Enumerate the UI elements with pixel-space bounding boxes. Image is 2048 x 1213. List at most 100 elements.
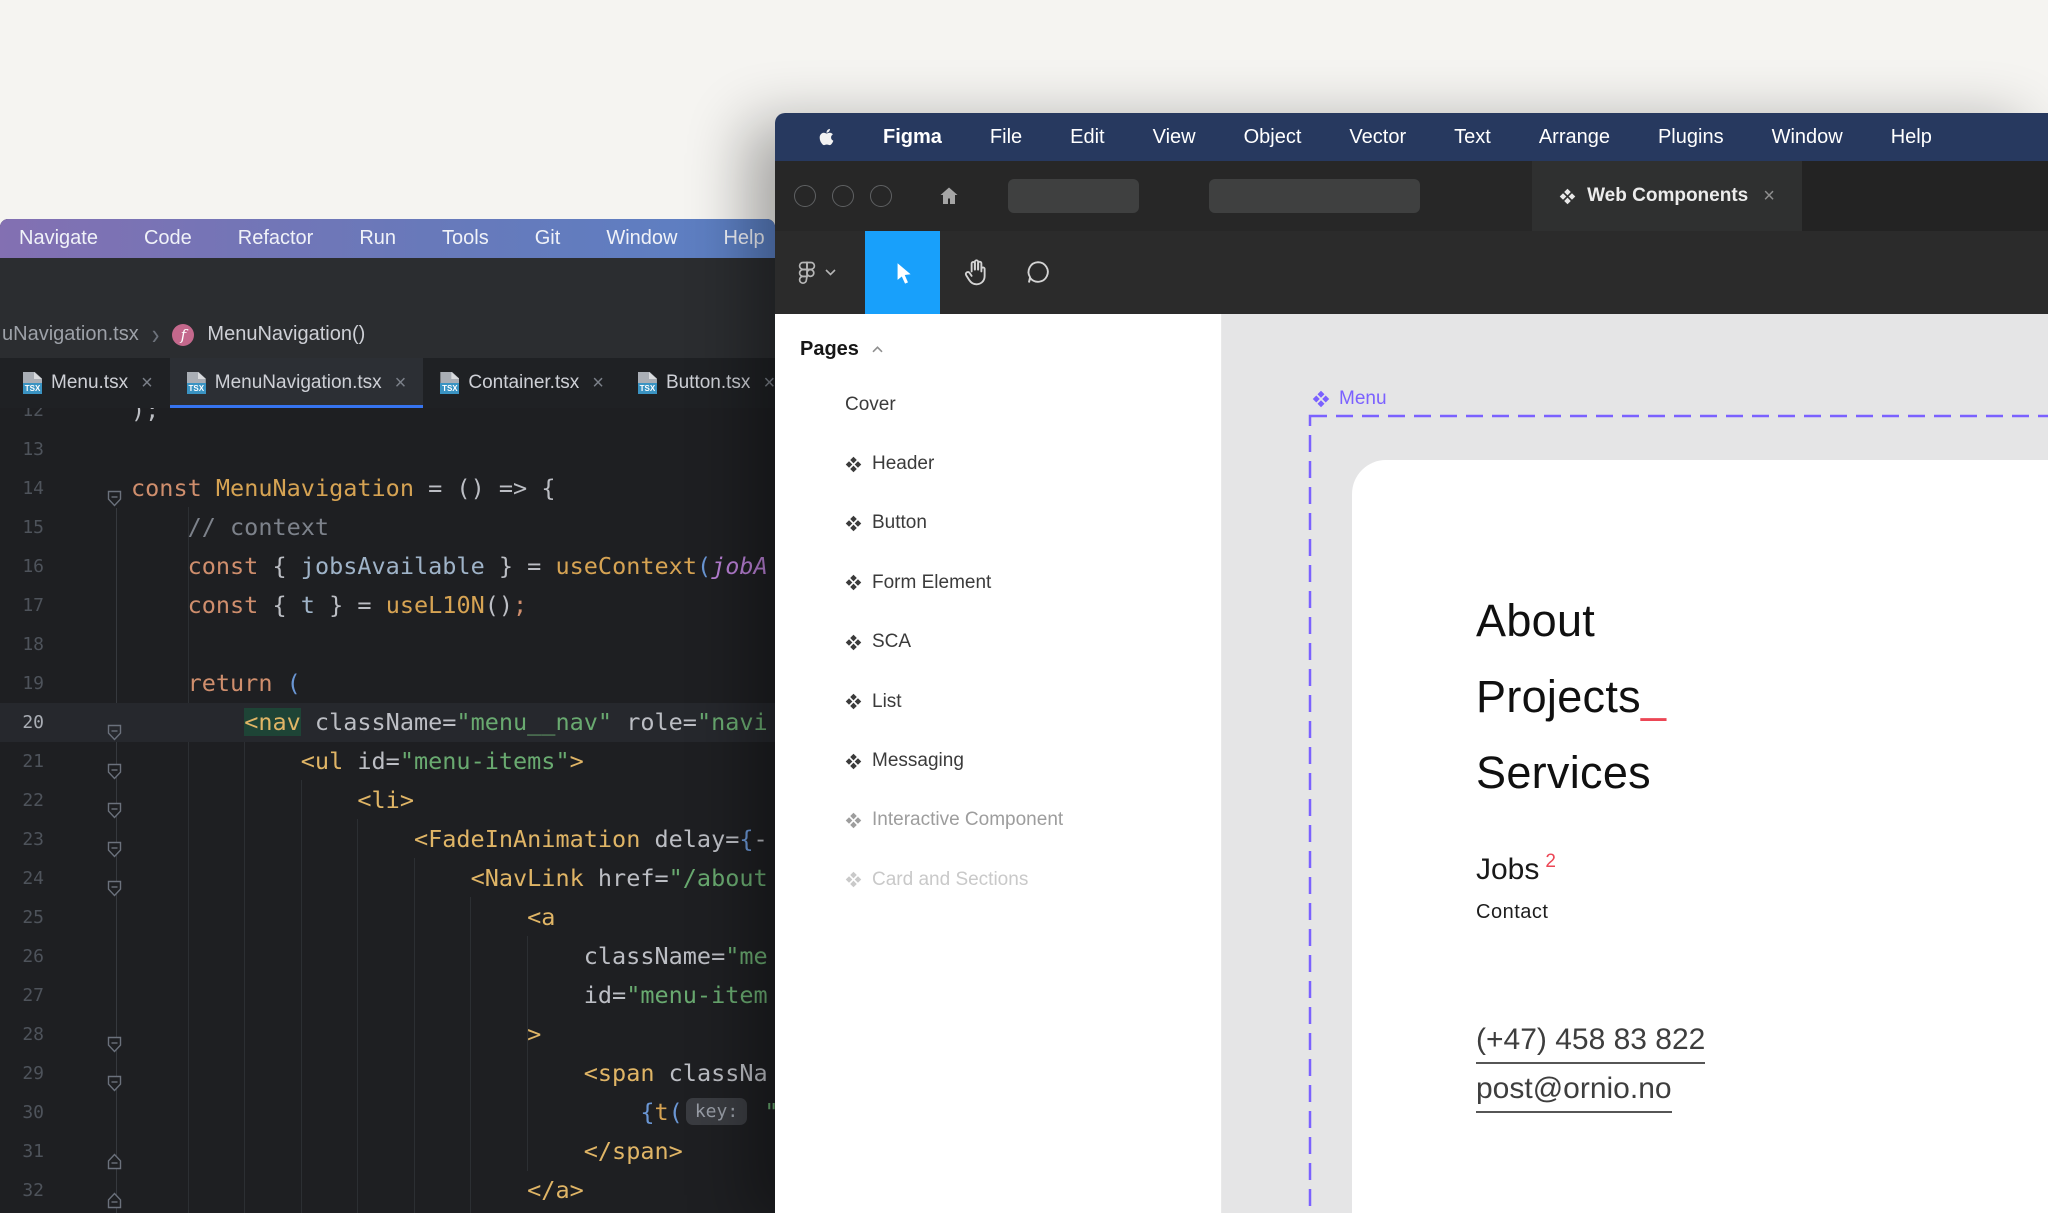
page-item-card-and-sections[interactable]: Card and Sections bbox=[775, 850, 1221, 909]
home-icon[interactable] bbox=[937, 184, 961, 208]
ide-menu-window[interactable]: Window bbox=[606, 227, 678, 249]
code-line-31[interactable]: 31 </span> bbox=[0, 1132, 775, 1171]
tsx-file-icon: TSX bbox=[637, 372, 657, 394]
code-line-19[interactable]: 19 return ( bbox=[0, 664, 775, 703]
code-line-23[interactable]: 23 <FadeInAnimation delay={- bbox=[0, 820, 775, 859]
figma-menu-text[interactable]: Text bbox=[1454, 125, 1491, 148]
ide-menu-navigate[interactable]: Navigate bbox=[19, 227, 98, 249]
move-tool-button[interactable] bbox=[865, 231, 940, 314]
minimize-window-button[interactable] bbox=[832, 185, 854, 207]
page-item-sca[interactable]: SCA bbox=[775, 613, 1221, 672]
page-item-form-element[interactable]: Form Element bbox=[775, 553, 1221, 612]
code-line-13[interactable]: 13 bbox=[0, 430, 775, 469]
close-tab-icon[interactable]: × bbox=[141, 371, 153, 394]
fold-region-icon[interactable] bbox=[107, 792, 122, 819]
fold-region-icon[interactable] bbox=[107, 1065, 122, 1092]
fold-end-icon[interactable] bbox=[107, 1143, 122, 1170]
menu-nav-large[interactable]: About Projects_ Services bbox=[1476, 583, 1666, 811]
close-tab-icon[interactable]: × bbox=[1763, 184, 1775, 207]
figma-logo-menu[interactable] bbox=[795, 260, 819, 286]
figma-menu-object[interactable]: Object bbox=[1243, 125, 1302, 148]
menu-item-contact[interactable]: Contact bbox=[1476, 901, 1549, 923]
fold-region-icon[interactable] bbox=[107, 831, 122, 858]
figma-menu-file[interactable]: File bbox=[989, 125, 1023, 148]
page-item-interactive-component[interactable]: Interactive Component bbox=[775, 791, 1221, 850]
frame-label-menu[interactable]: Menu bbox=[1312, 388, 1387, 410]
fold-region-icon[interactable] bbox=[107, 1026, 122, 1053]
code-line-18[interactable]: 18 bbox=[0, 625, 775, 664]
page-item-cover[interactable]: Cover bbox=[775, 375, 1221, 434]
phone-link[interactable]: (+47) 458 83 822 bbox=[1476, 1023, 1706, 1064]
breadcrumb-file[interactable]: uNavigation.tsx bbox=[2, 323, 139, 345]
editor-tab-container-tsx[interactable]: TSX Container.tsx × bbox=[423, 358, 621, 408]
code-line-28[interactable]: 28 > bbox=[0, 1015, 775, 1054]
fold-region-icon[interactable] bbox=[107, 480, 122, 507]
menu-item-jobs[interactable]: Jobs 2 bbox=[1476, 851, 1556, 886]
email-link[interactable]: post@ornio.no bbox=[1476, 1072, 1672, 1113]
code-line-29[interactable]: 29 <span classNa bbox=[0, 1054, 775, 1093]
figma-file-tab[interactable]: Web Components × bbox=[1532, 161, 1802, 231]
figma-menu-edit[interactable]: Edit bbox=[1070, 125, 1105, 148]
ide-menu-git[interactable]: Git bbox=[534, 227, 561, 249]
ide-menu-code[interactable]: Code bbox=[143, 227, 192, 249]
page-item-header[interactable]: Header bbox=[775, 434, 1221, 493]
hand-tool-button[interactable] bbox=[961, 257, 991, 287]
code-line-22[interactable]: 22 <li> bbox=[0, 781, 775, 820]
chevron-up-icon[interactable] bbox=[872, 346, 883, 353]
fold-region-icon[interactable] bbox=[107, 753, 122, 780]
close-tab-icon[interactable]: × bbox=[763, 371, 775, 394]
apple-icon[interactable] bbox=[818, 127, 835, 147]
editor-tab-button-tsx[interactable]: TSX Button.tsx × bbox=[621, 358, 775, 408]
code-line-16[interactable]: 16 const { jobsAvailable } = useContext(… bbox=[0, 547, 775, 586]
code-line-26[interactable]: 26 className="me bbox=[0, 937, 775, 976]
menu-item-projects[interactable]: Projects_ bbox=[1476, 671, 1667, 722]
fold-region-icon[interactable] bbox=[107, 870, 122, 897]
selection-outline bbox=[1308, 414, 2048, 1213]
code-line-15[interactable]: 15 // context bbox=[0, 508, 775, 547]
browser-tab-placeholder[interactable] bbox=[1008, 179, 1139, 213]
menu-item-services[interactable]: Services bbox=[1476, 747, 1651, 798]
close-window-button[interactable] bbox=[794, 185, 816, 207]
ide-menu-refactor[interactable]: Refactor bbox=[237, 227, 314, 249]
figma-menu-window[interactable]: Window bbox=[1771, 125, 1843, 148]
code-editor[interactable]: 12); 13 14 const MenuNavigation = () => {15… bbox=[0, 408, 775, 1213]
code-line-27[interactable]: 27 id="menu-item bbox=[0, 976, 775, 1015]
pages-header[interactable]: Pages bbox=[800, 338, 1221, 361]
code-line-30[interactable]: 30 {t(key: " bbox=[0, 1093, 775, 1132]
menu-item-about[interactable]: About bbox=[1476, 595, 1596, 646]
code-line-17[interactable]: 17 const { t } = useL10N(); bbox=[0, 586, 775, 625]
comment-tool-button[interactable] bbox=[1024, 258, 1052, 286]
figma-menu-figma[interactable]: Figma bbox=[883, 125, 942, 148]
design-canvas[interactable]: Menu About Projects_ Services Jobs 2 Cont… bbox=[1222, 314, 2048, 1213]
page-item-list[interactable]: List bbox=[775, 672, 1221, 731]
figma-menu-vector[interactable]: Vector bbox=[1349, 125, 1407, 148]
close-tab-icon[interactable]: × bbox=[394, 371, 407, 394]
fold-end-icon[interactable] bbox=[107, 1182, 122, 1209]
close-tab-icon[interactable]: × bbox=[592, 371, 604, 394]
figma-toolbar bbox=[775, 231, 2048, 314]
editor-tab-menunavigation-tsx[interactable]: TSX MenuNavigation.tsx × bbox=[169, 358, 424, 408]
ide-menu-help[interactable]: Help bbox=[723, 227, 765, 249]
code-line-20[interactable]: 20 <nav className="menu__nav" role="navi bbox=[0, 703, 775, 742]
code-line-25[interactable]: 25 <a bbox=[0, 898, 775, 937]
figma-menu-plugins[interactable]: Plugins bbox=[1657, 125, 1724, 148]
zoom-window-button[interactable] bbox=[870, 185, 892, 207]
menu-card[interactable]: About Projects_ Services Jobs 2 Contact (… bbox=[1352, 460, 2048, 1213]
editor-tab-menu-tsx[interactable]: TSX Menu.tsx × bbox=[6, 358, 170, 408]
figma-menu-arrange[interactable]: Arrange bbox=[1538, 125, 1610, 148]
ide-menu-run[interactable]: Run bbox=[359, 227, 397, 249]
code-line-14[interactable]: 14 const MenuNavigation = () => { bbox=[0, 469, 775, 508]
figma-menu-view[interactable]: View bbox=[1152, 125, 1196, 148]
fold-region-icon[interactable] bbox=[107, 714, 122, 741]
browser-tab-placeholder[interactable] bbox=[1209, 179, 1420, 213]
code-line-21[interactable]: 21 <ul id="menu-items"> bbox=[0, 742, 775, 781]
page-item-button[interactable]: Button bbox=[775, 494, 1221, 553]
ide-menu-tools[interactable]: Tools bbox=[442, 227, 489, 249]
breadcrumb-function[interactable]: MenuNavigation() bbox=[207, 323, 366, 345]
chevron-down-icon[interactable] bbox=[825, 269, 836, 276]
figma-menu-help[interactable]: Help bbox=[1890, 125, 1932, 148]
code-line-32[interactable]: 32 </a> bbox=[0, 1171, 775, 1210]
code-line-24[interactable]: 24 <NavLink href="/about bbox=[0, 859, 775, 898]
page-item-messaging[interactable]: Messaging bbox=[775, 731, 1221, 790]
code-line-12[interactable]: 12); bbox=[0, 408, 775, 430]
